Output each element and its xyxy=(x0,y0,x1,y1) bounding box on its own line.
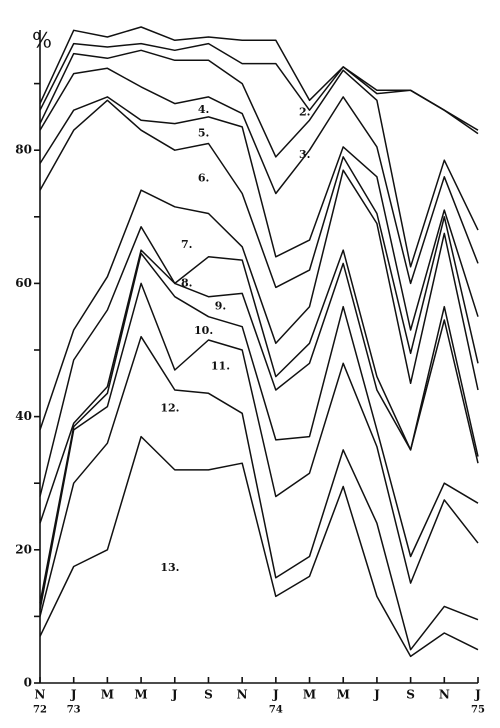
y-tick-label: 0 xyxy=(24,676,32,690)
series-line xyxy=(39,49,479,268)
y-axis-label: % xyxy=(32,29,52,53)
series-line xyxy=(39,226,479,497)
series-line xyxy=(39,67,479,285)
series-line xyxy=(39,249,479,524)
x-tick-label: J xyxy=(171,688,178,702)
x-tick-label: M xyxy=(101,688,114,702)
x-tick-label: J xyxy=(373,688,380,702)
x-tick-label: N xyxy=(237,688,248,702)
series-line xyxy=(39,435,479,658)
series-label: 11. xyxy=(211,360,230,373)
x-tick-label: N xyxy=(35,688,46,702)
x-tick-label: S xyxy=(204,688,213,702)
x-tick-label: J xyxy=(474,688,481,702)
series-label: 3. xyxy=(299,148,310,161)
series-label: 12. xyxy=(160,401,179,414)
x-tick-label: M xyxy=(337,688,350,702)
series-label: 13. xyxy=(160,561,179,574)
series-line xyxy=(39,169,479,431)
series-label: 6. xyxy=(198,172,209,185)
x-tick-label: J xyxy=(272,688,279,702)
x-tick-label: J xyxy=(70,688,77,702)
series-label: 4. xyxy=(198,103,209,116)
x-tick-label: S xyxy=(406,688,415,702)
x-year-label: 73 xyxy=(67,705,81,716)
series-label: 7. xyxy=(181,238,192,251)
y-tick-label: 80 xyxy=(15,143,32,157)
y-tick-label: 60 xyxy=(15,276,32,290)
series-line xyxy=(39,26,479,131)
series-line xyxy=(39,252,479,604)
y-tick-label: 20 xyxy=(15,542,32,556)
series-label: 2. xyxy=(299,106,310,119)
x-tick-label: N xyxy=(439,688,450,702)
x-year-label: 75 xyxy=(471,705,485,716)
series-line xyxy=(39,335,479,651)
series-label: 5. xyxy=(198,127,209,140)
y-tick-label: 40 xyxy=(15,409,32,423)
series-line xyxy=(39,282,479,610)
series-label: 10. xyxy=(194,324,213,337)
series-label: 9. xyxy=(215,300,226,313)
series-line xyxy=(39,96,479,331)
x-tick-label: M xyxy=(134,688,147,702)
x-year-label: 74 xyxy=(269,705,283,716)
series-line xyxy=(39,99,479,364)
x-tick-label: M xyxy=(303,688,316,702)
x-year-label: 72 xyxy=(33,705,47,716)
series-label: 8. xyxy=(181,276,192,289)
